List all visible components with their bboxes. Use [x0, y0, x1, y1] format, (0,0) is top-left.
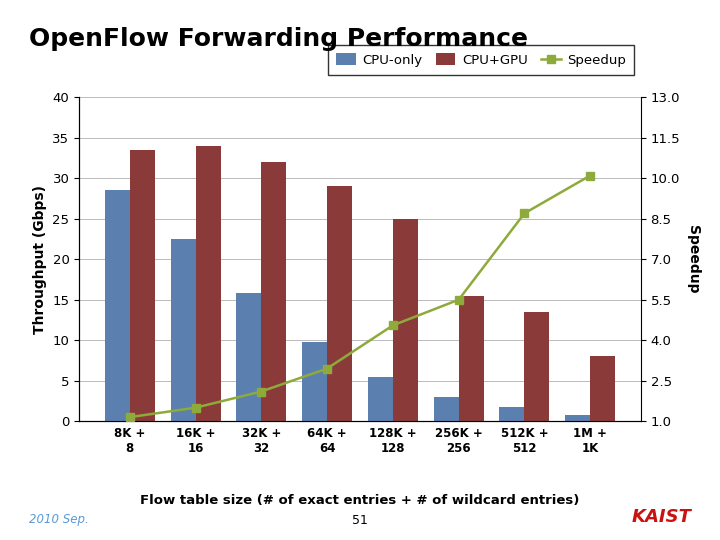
Text: KAIST: KAIST: [631, 509, 691, 526]
X-axis label: Flow table size (# of exact entries + # of wildcard entries): Flow table size (# of exact entries + # …: [140, 494, 580, 507]
Bar: [433, 397, 459, 421]
Speedup: [257, 388, 266, 395]
Text: 51: 51: [352, 514, 368, 526]
Bar: [196, 146, 220, 421]
Bar: [130, 150, 155, 421]
Bar: [565, 415, 590, 421]
Speedup: [586, 172, 595, 179]
Text: 2010 Sep.: 2010 Sep.: [29, 514, 89, 526]
Bar: [500, 407, 524, 421]
Bar: [393, 219, 418, 421]
Bar: [524, 312, 549, 421]
Speedup: [323, 365, 331, 372]
Line: Speedup: Speedup: [126, 172, 594, 421]
Bar: [261, 162, 287, 421]
Text: OpenFlow Forwarding Performance: OpenFlow Forwarding Performance: [29, 27, 528, 51]
Y-axis label: Throughput (Gbps): Throughput (Gbps): [33, 185, 47, 334]
Bar: [459, 296, 484, 421]
Bar: [302, 342, 327, 421]
Bar: [327, 186, 352, 421]
Speedup: [389, 322, 397, 328]
Speedup: [520, 210, 528, 217]
Bar: [368, 377, 393, 421]
Speedup: [192, 404, 200, 411]
Bar: [104, 191, 130, 421]
Bar: [236, 293, 261, 421]
Legend: CPU-only, CPU+GPU, Speedup: CPU-only, CPU+GPU, Speedup: [328, 45, 634, 75]
Y-axis label: Speedup: Speedup: [685, 225, 700, 293]
Bar: [590, 356, 616, 421]
Speedup: [125, 414, 134, 420]
Bar: [171, 239, 196, 421]
Speedup: [454, 296, 463, 303]
